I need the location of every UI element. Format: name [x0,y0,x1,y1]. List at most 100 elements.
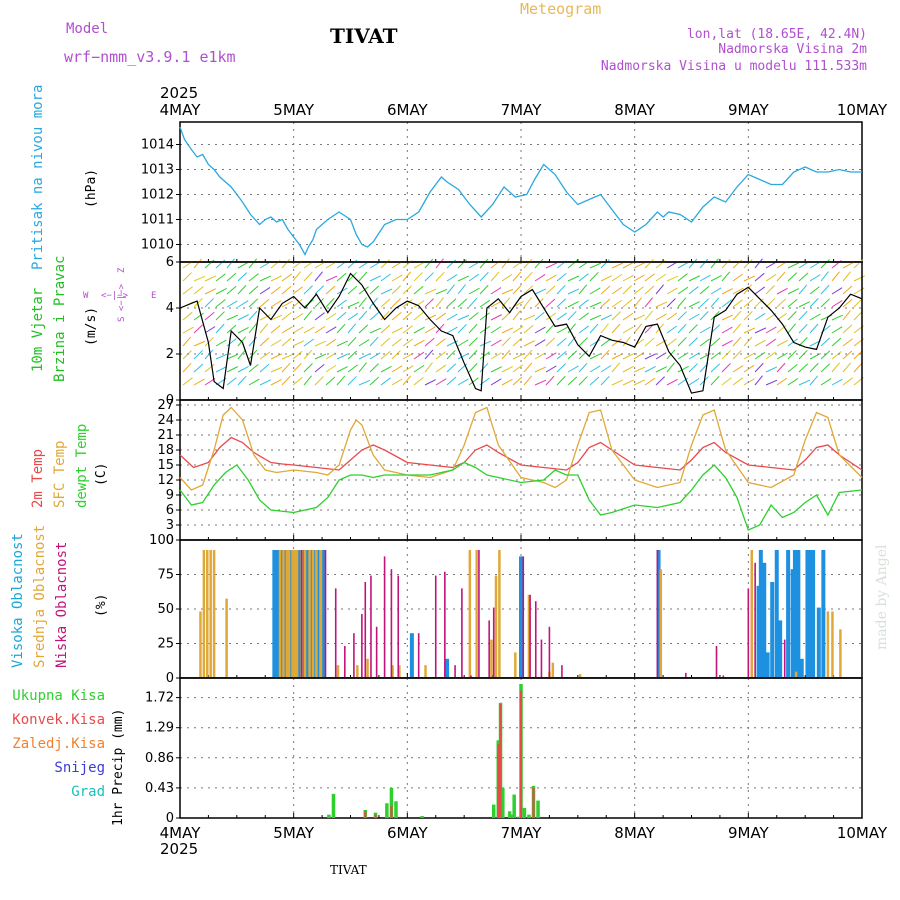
wind-barb [512,325,524,334]
wind-barb [237,365,249,373]
precip-total-bar [510,814,514,818]
wind-barb [402,299,413,308]
wind-barb [600,298,611,308]
wind-barb [424,288,437,295]
wind-barb [259,314,271,321]
wind-barb [622,379,635,386]
wind-barb [853,275,866,282]
wind-barb [402,285,413,295]
wind-barb [490,352,502,360]
wind-barb [688,275,701,282]
wind-barb [600,338,611,347]
wind-barb [611,299,623,308]
wind-barb [336,353,349,360]
wind-barb [666,338,677,347]
wind-barb [501,366,513,373]
wind-barb [215,311,225,321]
wind-barb [853,311,863,321]
wind-barb [523,324,534,334]
pressure-panel: 1010 1011 1012 1013 1014 [141,121,863,263]
wind-barb [446,313,458,321]
wind-barb [457,275,470,282]
temp-unit: (C) [94,463,109,486]
cloud-low-bar [417,633,420,678]
wind-barb [765,261,777,269]
wind-barb [655,376,665,386]
wind-barb [237,284,247,295]
wind-barb [314,376,324,386]
cloud-mid-bar [209,550,212,678]
wind-barb [380,324,391,334]
wind-barb [754,351,766,360]
wind-barb [534,352,546,360]
wind-barb [435,378,447,386]
wind-barb [611,379,624,386]
wind-barb [523,340,535,347]
wind-barb [787,262,800,269]
cloud-mid-bar [490,639,493,678]
wind-barb [721,299,732,308]
wind-barb [512,284,522,295]
precip-total-bar [527,814,531,818]
wind-barb [732,259,743,269]
wind-barb [226,258,235,269]
wind-barb [655,273,667,282]
wind-barb [688,352,700,360]
wind-barb [325,275,338,282]
wind-barb [435,297,444,308]
wind-barb [842,298,853,308]
precip-conv-bar [497,744,500,818]
cloud-low-bar [488,620,490,678]
wind-barb [226,285,237,295]
wind-barb [380,273,391,282]
wind-barb [369,327,382,334]
wind-barb [391,365,403,373]
wind-barb [853,259,864,269]
wind-barb [270,314,283,321]
wind-barb [369,363,379,373]
wind-barb [534,297,544,308]
cloud-mid-bar [831,611,834,678]
model-name: wrf−nmm_v3.9.1 e1km [64,48,236,66]
cloud-low-bar [754,562,756,678]
wind-barb [347,350,358,360]
cloud-high-bar [445,658,450,678]
wind-barb [424,314,437,321]
wind-barb [644,377,656,386]
wind-barb [545,352,557,360]
wind-barb [776,377,788,386]
wind-barb [743,284,752,295]
cloud-low-bar [534,601,537,678]
wind-barb [457,339,469,347]
wind-barb [633,351,645,360]
wind-barb [380,337,391,347]
wind-barb [303,375,312,386]
wind-barb [831,326,843,334]
wind-barb [743,352,755,360]
wind-barb [688,301,700,308]
wind-barb [809,375,819,386]
wind-barb [644,285,655,295]
wind-barb [809,298,819,308]
wind-barb [611,353,623,360]
wind-barb [347,272,357,282]
wind-barb [490,300,502,308]
wind-barb [688,286,699,295]
wind-barb [831,362,840,373]
wind-barb [688,258,698,269]
wind-barb [204,298,214,308]
wind-barb [589,376,600,386]
wind-barb [523,349,533,360]
wind-barb [622,353,634,360]
wind-barb [842,377,853,386]
precip-total-bar [536,800,540,818]
compass-e: E [151,291,156,301]
bottom-year: 2025 [160,840,198,858]
bottom-time-label: 7MAY [501,824,543,842]
cloud-low-bar [370,575,372,678]
wind-barb [347,285,358,295]
wind-barb [479,340,492,347]
wind-barb [490,378,502,386]
wind-barb [721,288,733,295]
wind-barb [677,311,687,321]
